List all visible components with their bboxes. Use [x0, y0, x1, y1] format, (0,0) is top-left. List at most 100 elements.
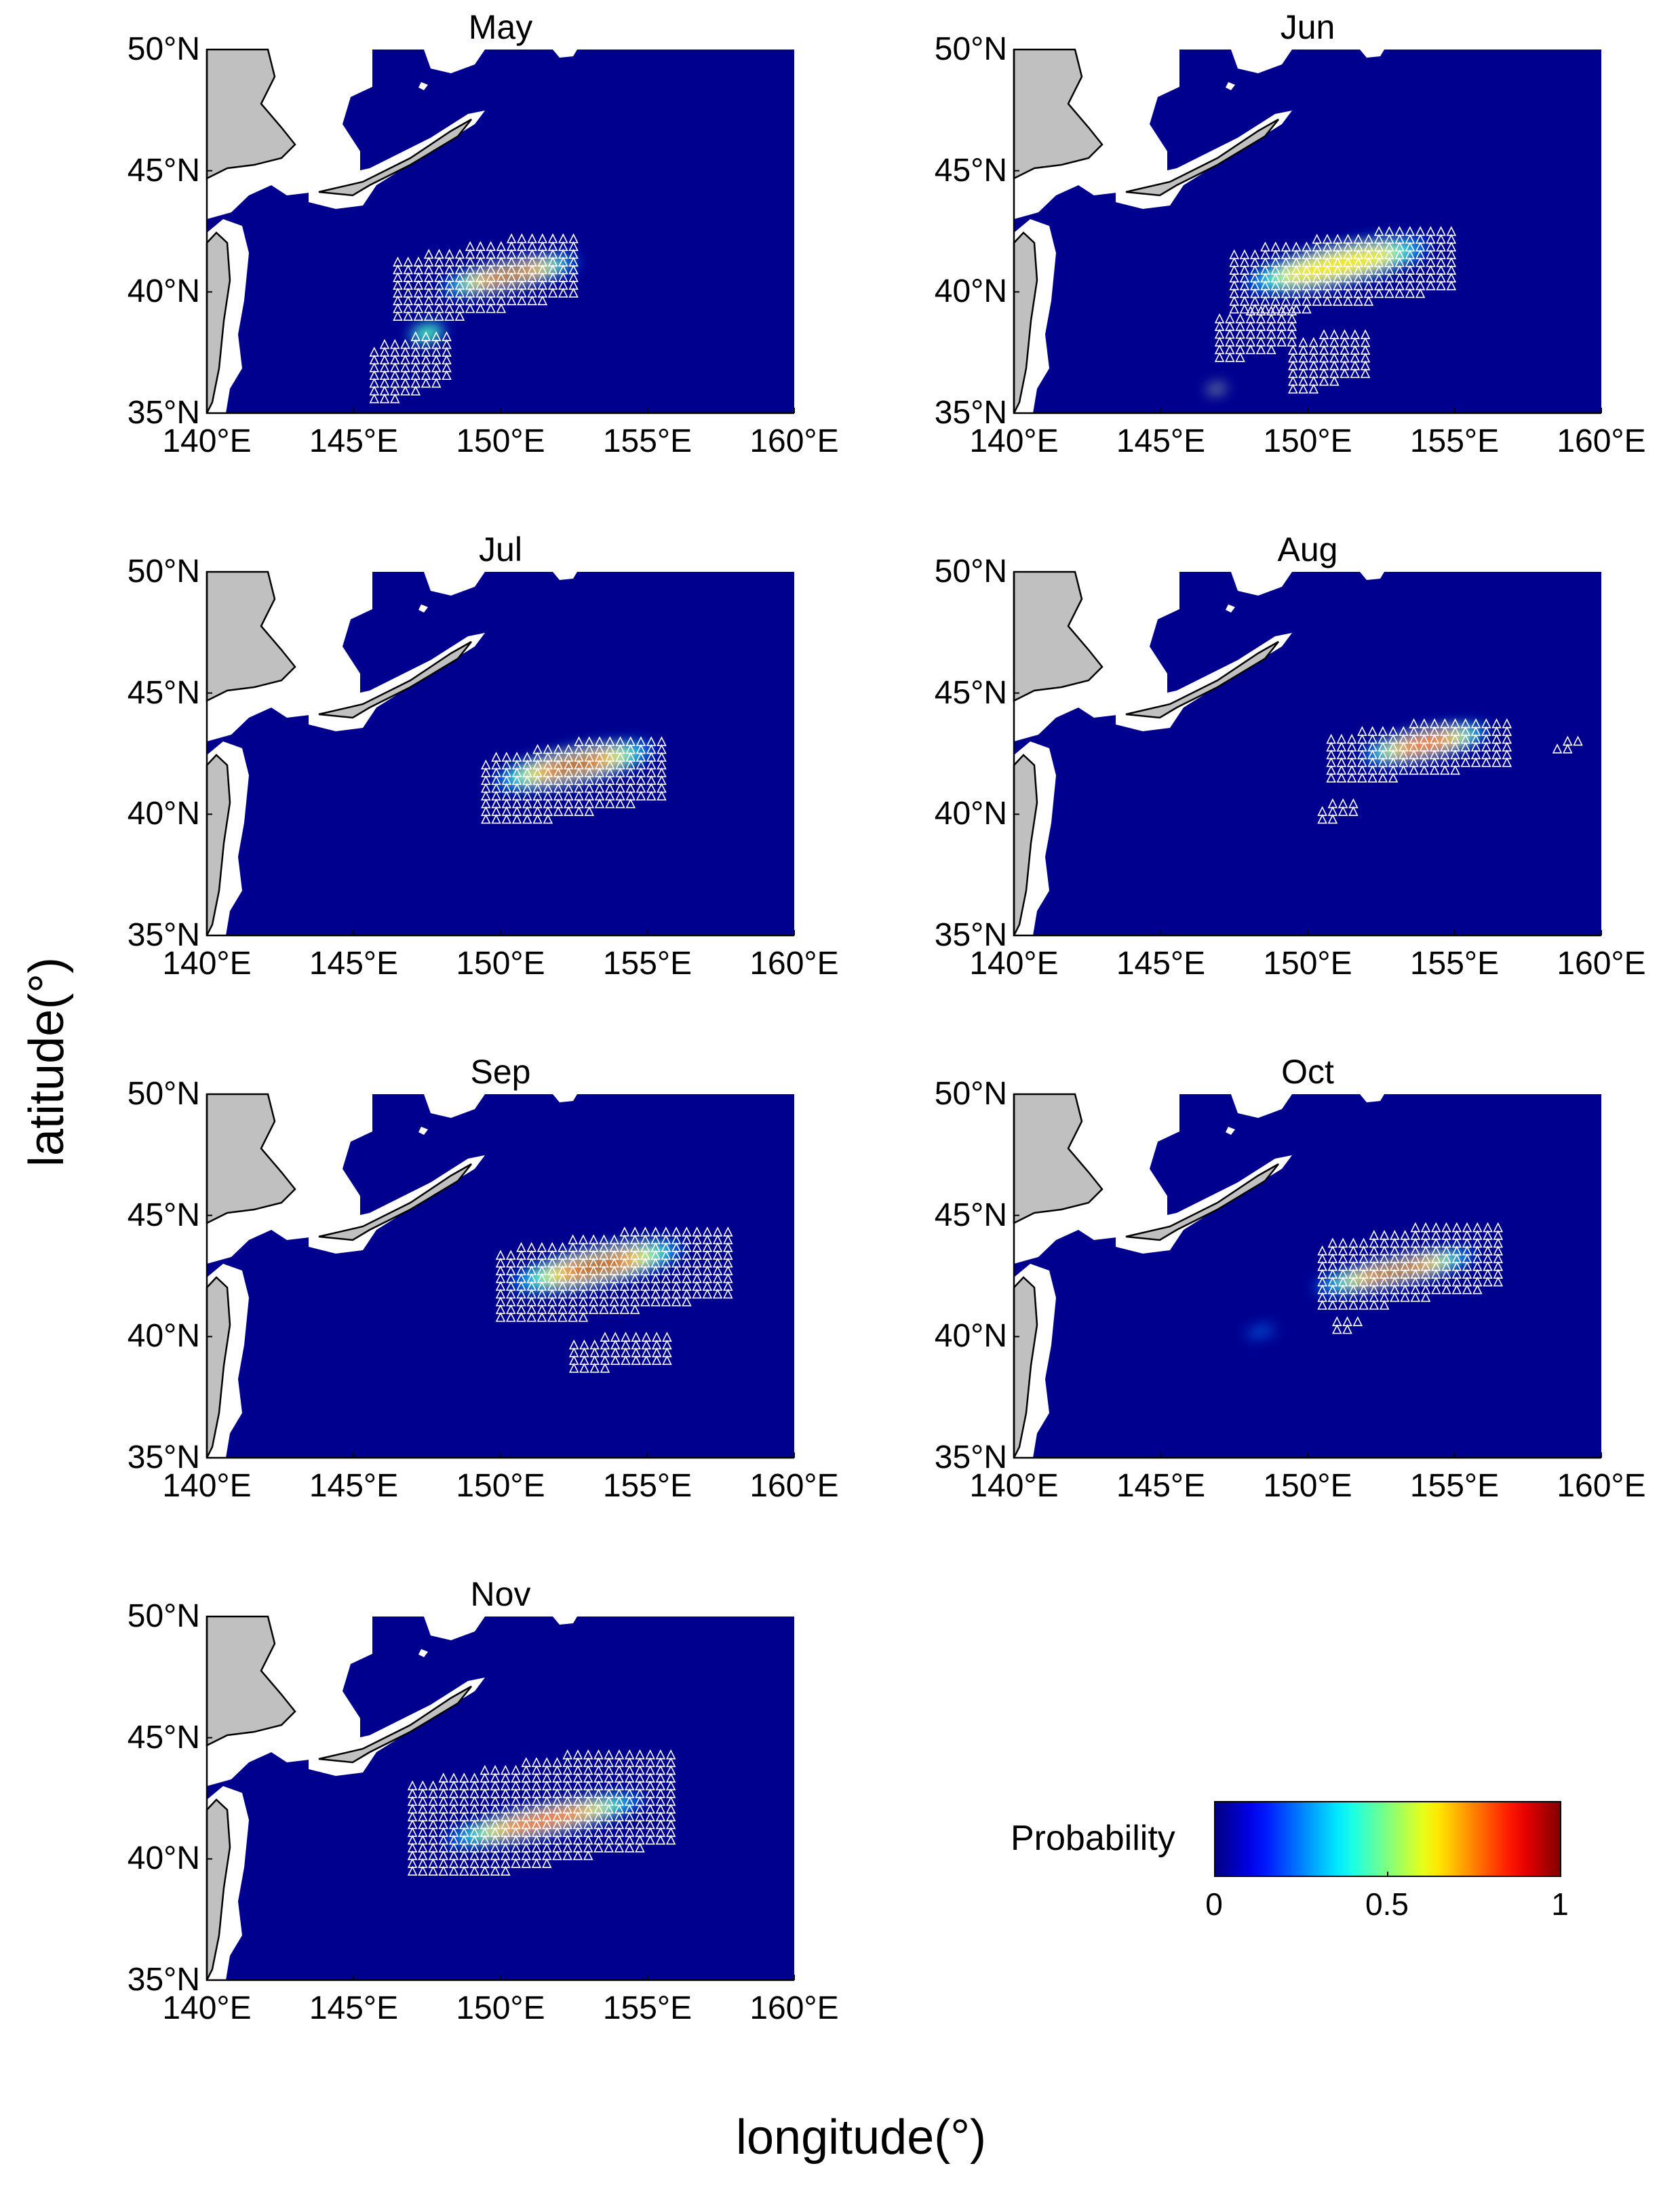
- observation-triangle: [1420, 1230, 1431, 1240]
- observation-triangle: [486, 303, 496, 313]
- observation-triangle: [578, 1234, 589, 1245]
- observation-triangle: [723, 1242, 733, 1252]
- observation-triangle: [645, 1780, 655, 1791]
- observation-triangle: [1470, 726, 1481, 736]
- observation-triangle: [1405, 265, 1415, 275]
- observation-triangle: [496, 279, 507, 290]
- observation-triangle: [1410, 1292, 1421, 1302]
- observation-triangle: [584, 752, 595, 762]
- x-tick-label: 145°E: [309, 1990, 399, 2026]
- observation-triangle: [1367, 726, 1378, 736]
- x-tick-label: 155°E: [602, 1468, 692, 1504]
- observation-triangle: [537, 233, 548, 244]
- observation-triangle: [536, 1250, 547, 1260]
- observation-triangle: [646, 782, 657, 793]
- observation-triangle: [1493, 1276, 1504, 1287]
- observation-triangle: [1373, 256, 1384, 267]
- observation-triangle: [562, 1842, 573, 1853]
- observation-triangle: [413, 295, 424, 305]
- observation-triangle: [410, 377, 421, 388]
- observation-triangle: [635, 1773, 645, 1783]
- observation-triangle: [671, 1281, 682, 1291]
- observation-triangle: [558, 1288, 568, 1299]
- observation-triangle: [1239, 272, 1250, 283]
- observation-triangle: [1346, 772, 1357, 783]
- observation-triangle: [448, 1803, 459, 1814]
- observation-triangle: [636, 767, 646, 777]
- observation-triangle: [1451, 1260, 1462, 1271]
- observation-triangle: [568, 1234, 578, 1245]
- observation-triangle: [562, 1834, 573, 1845]
- observation-triangle: [1379, 1284, 1390, 1294]
- observation-triangle: [543, 759, 553, 770]
- observation-triangle: [568, 279, 579, 290]
- observation-triangle: [563, 752, 574, 762]
- observation-triangle: [552, 1788, 562, 1798]
- observation-triangle: [1462, 1230, 1472, 1240]
- observation-triangle: [645, 1803, 655, 1814]
- observation-markers: [481, 736, 667, 824]
- y-tick-label: 35°N: [127, 1439, 200, 1475]
- observation-triangle: [624, 1780, 635, 1791]
- observation-triangle: [469, 1811, 480, 1821]
- observation-triangle: [1400, 1253, 1410, 1264]
- observation-triangle: [1450, 726, 1460, 736]
- observation-triangle: [635, 1788, 645, 1798]
- observation-triangle: [516, 1311, 526, 1322]
- observation-triangle: [379, 347, 390, 357]
- observation-triangle: [1379, 1300, 1390, 1310]
- y-tick-label: 50°N: [127, 1076, 200, 1112]
- observation-triangle: [1276, 313, 1287, 324]
- observation-triangle: [646, 790, 657, 800]
- observation-triangle: [438, 1827, 449, 1837]
- observation-triangle: [1436, 233, 1446, 244]
- observation-triangle: [588, 1288, 599, 1299]
- nodata-region: [1360, 1094, 1384, 1102]
- observation-triangle: [572, 1827, 583, 1837]
- observation-triangle: [609, 1288, 619, 1299]
- observation-triangle: [1394, 226, 1405, 236]
- observation-triangle: [655, 1788, 666, 1798]
- observation-triangle: [481, 775, 491, 786]
- observation-triangle: [1415, 256, 1426, 267]
- observation-triangle: [1419, 718, 1430, 729]
- observation-triangle: [604, 1842, 614, 1853]
- observation-triangle: [389, 347, 400, 357]
- observation-triangle: [1378, 765, 1388, 775]
- observation-triangle: [609, 1265, 619, 1275]
- observation-triangle: [1440, 726, 1450, 736]
- observation-triangle: [410, 362, 421, 372]
- observation-triangle: [614, 1749, 625, 1760]
- nodata-region: [418, 1127, 428, 1135]
- observation-triangle: [692, 1242, 702, 1252]
- observation-triangle: [619, 1288, 630, 1299]
- observation-triangle: [418, 1850, 428, 1861]
- x-tick-label: 150°E: [456, 1468, 545, 1504]
- observation-triangle: [594, 767, 605, 777]
- observation-triangle: [1446, 272, 1457, 283]
- observation-triangle: [692, 1288, 702, 1299]
- observation-triangle: [1359, 1276, 1369, 1287]
- observation-triangle: [594, 782, 605, 793]
- y-tick-label: 50°N: [127, 1598, 200, 1634]
- observation-triangle: [1419, 733, 1430, 744]
- observation-triangle: [475, 279, 486, 290]
- observation-triangle: [517, 264, 527, 275]
- observation-triangle: [1229, 288, 1240, 298]
- observation-triangle: [506, 287, 517, 298]
- observation-triangle: [553, 782, 564, 793]
- observation-triangle: [1239, 296, 1250, 306]
- observation-triangle: [615, 736, 625, 746]
- observation-triangle: [1348, 1269, 1359, 1279]
- observation-triangle: [1302, 249, 1312, 260]
- observation-triangle: [614, 1827, 625, 1837]
- observation-triangle: [1288, 383, 1298, 394]
- observation-triangle: [495, 1273, 506, 1283]
- observation-triangle: [495, 1311, 506, 1322]
- observation-triangle: [619, 1242, 630, 1252]
- observation-triangle: [1225, 352, 1235, 362]
- observation-triangle: [438, 1857, 449, 1868]
- observation-triangle: [629, 1281, 640, 1291]
- observation-triangle: [511, 1773, 521, 1783]
- observation-triangle: [454, 264, 465, 275]
